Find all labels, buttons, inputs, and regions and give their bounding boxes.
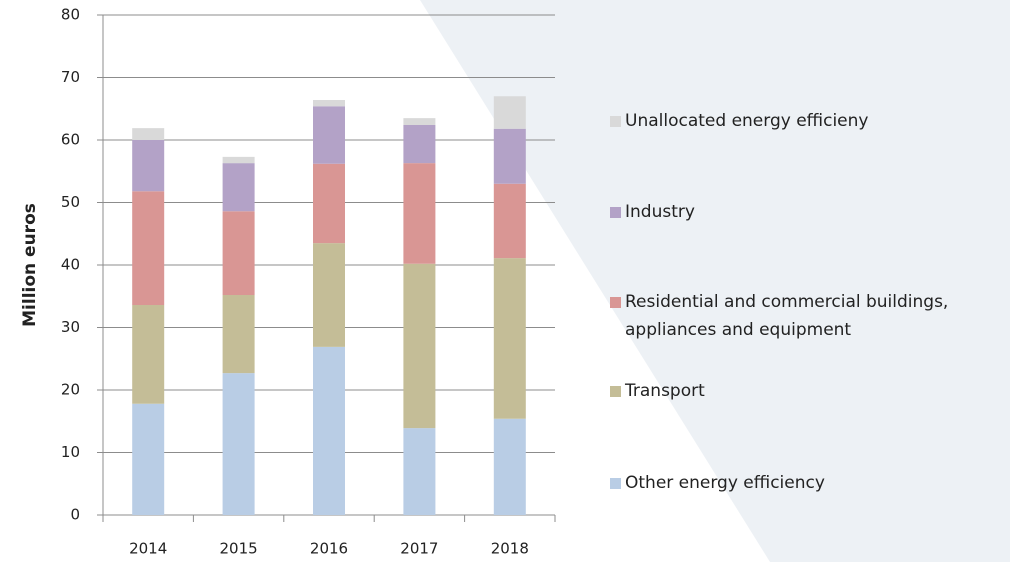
bar-segment	[222, 295, 255, 374]
bar-segment	[313, 243, 345, 347]
legend-swatch	[610, 207, 621, 218]
bar-segment	[222, 373, 255, 515]
bar-segment	[403, 118, 436, 125]
bar-segment	[132, 305, 165, 404]
x-tick-label: 2016	[310, 540, 348, 558]
bar-segment	[493, 96, 526, 129]
y-tick-label: 30	[61, 318, 80, 336]
bar-segment	[403, 428, 436, 515]
legend-item: Industry	[607, 198, 1007, 226]
y-axis-label: Million euros	[20, 203, 40, 327]
bar-segment	[132, 403, 165, 515]
bar-segment	[132, 128, 165, 140]
legend-item: Residential and commercial buildings, ap…	[607, 288, 1007, 344]
x-tick-label: 2015	[220, 540, 258, 558]
x-tick-label: 2014	[129, 540, 167, 558]
legend-swatch	[610, 116, 621, 127]
y-tick-label: 20	[61, 381, 80, 399]
bar-segment	[403, 263, 436, 429]
y-tick-label: 60	[61, 131, 80, 149]
bar-segment	[493, 183, 526, 259]
bar-segment	[132, 191, 165, 305]
legend-swatch	[610, 386, 621, 397]
legend-item: Transport	[607, 377, 1007, 405]
legend-label: Other energy efficiency	[625, 473, 825, 493]
bar-segment	[222, 211, 255, 295]
legend-swatch	[610, 297, 621, 308]
y-tick-label: 0	[70, 506, 80, 524]
legend-label: Unallocated energy efficieny	[625, 111, 869, 131]
x-tick-label: 2017	[400, 540, 438, 558]
bar-segment	[403, 163, 436, 264]
legend-item: Other energy efficiency	[607, 469, 1007, 497]
y-tick-label: 70	[61, 68, 80, 86]
y-tick-label: 50	[61, 193, 80, 211]
bar-segment	[132, 140, 165, 192]
y-tick-label: 10	[61, 443, 80, 461]
y-tick-label: 80	[61, 6, 80, 24]
background-shape	[420, 0, 1010, 562]
bar-segment	[313, 346, 345, 515]
y-tick-label: 40	[61, 256, 80, 274]
bar-segment	[222, 156, 255, 164]
bar-segment	[403, 125, 436, 164]
bar-segment	[493, 258, 526, 419]
bar-segment	[493, 128, 526, 184]
legend-label: Industry	[625, 202, 695, 222]
legend-swatch	[610, 478, 621, 489]
bar-segment	[222, 163, 255, 212]
bar-segment	[313, 100, 345, 107]
legend-label: Transport	[625, 381, 705, 401]
x-tick-label: 2018	[491, 540, 529, 558]
legend-label: Residential and commercial buildings, ap…	[625, 292, 949, 340]
bar-segment	[313, 163, 345, 244]
bar-segment	[313, 106, 345, 164]
bar-segment	[493, 418, 526, 515]
legend-item: Unallocated energy efficieny	[607, 107, 1007, 135]
